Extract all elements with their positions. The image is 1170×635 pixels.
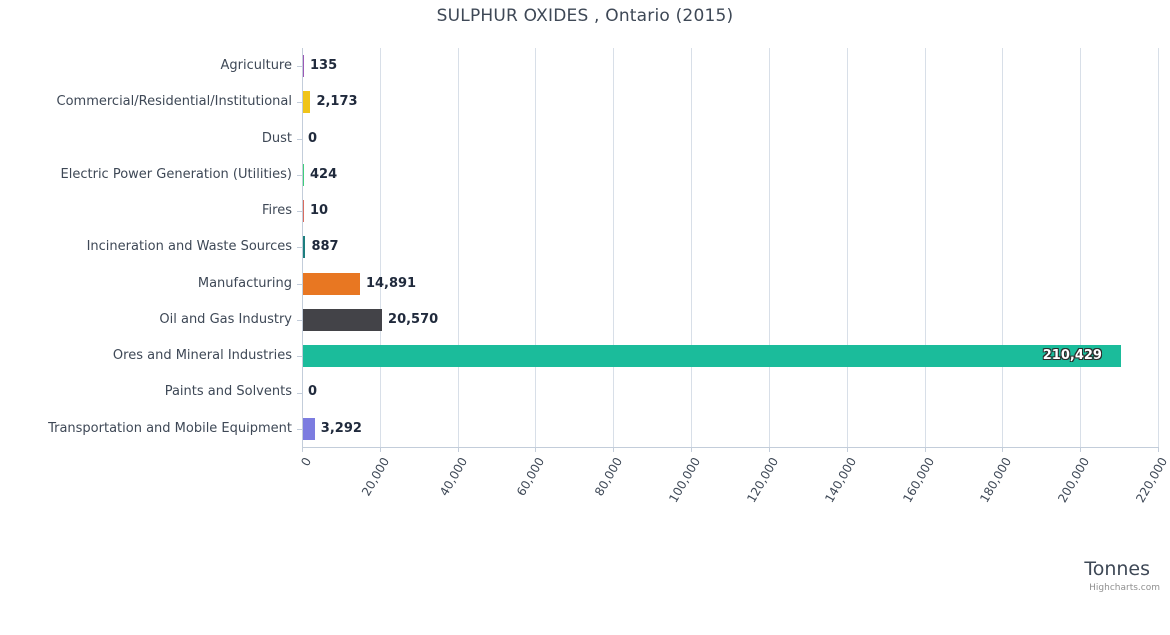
- x-axis-tick: [1002, 447, 1004, 452]
- highcharts-credit: Highcharts.com: [1089, 583, 1160, 593]
- x-axis-tick: [379, 447, 381, 452]
- category-label: Electric Power Generation (Utilities): [60, 166, 292, 182]
- bar[interactable]: [302, 272, 360, 295]
- category-label: Paints and Solvents: [164, 384, 292, 400]
- gridline: [1158, 48, 1159, 447]
- category-label: Incineration and Waste Sources: [86, 239, 292, 255]
- data-label: 14,891: [365, 275, 417, 291]
- chart-row: Fires 10: [262, 193, 1158, 229]
- plot-area: Agriculture 135 Commercial/Residential/Ins…: [48, 48, 1159, 447]
- y-axis-line: [302, 48, 303, 447]
- data-label: 20,570: [388, 311, 439, 327]
- data-label: 0: [308, 130, 318, 146]
- data-label: 887: [311, 239, 339, 255]
- chart-row: Agriculture 135: [221, 48, 1158, 84]
- bar[interactable]: [302, 91, 311, 114]
- chart-row: Manufacturing 14,891: [198, 266, 1158, 302]
- chart-row: Electric Power Generation (Utilities) 424: [61, 157, 1158, 193]
- x-axis-tick: [691, 447, 693, 452]
- gridline: [846, 48, 848, 447]
- category-label: Ores and Mineral Industries: [112, 348, 292, 364]
- category-tick: [297, 392, 302, 394]
- x-axis-tick: [1080, 447, 1082, 452]
- gridline: [924, 48, 926, 447]
- data-label: 424: [310, 166, 338, 182]
- x-axis-tick: [457, 447, 459, 452]
- chart-row: Paints and Solvents 0: [165, 374, 1158, 410]
- category-label: Manufacturing: [197, 275, 292, 291]
- category-tick: [297, 247, 302, 249]
- x-axis-tick: [846, 447, 848, 452]
- category-label: Transportation and Mobile Equipment: [48, 420, 292, 436]
- x-axis-tick: [1158, 447, 1159, 452]
- x-axis-tick: [924, 447, 926, 452]
- category-label: Dust: [261, 130, 292, 146]
- x-axis-tick: [613, 447, 615, 452]
- x-axis-tick: [768, 447, 770, 452]
- chart-row: Dust 0: [262, 121, 1158, 157]
- category-tick: [297, 138, 302, 140]
- category-tick: [297, 283, 302, 285]
- data-label: 210,429: [1042, 348, 1102, 364]
- data-label: 3,292: [320, 420, 362, 436]
- data-label: 10: [310, 203, 329, 219]
- x-axis-tick: [302, 447, 303, 452]
- data-label: 0: [308, 384, 318, 400]
- gridline: [613, 48, 615, 447]
- category-tick: [297, 174, 302, 176]
- x-axis-tick: [535, 447, 537, 452]
- category-label: Agriculture: [220, 58, 293, 73]
- category-label: Fires: [262, 203, 292, 219]
- bar[interactable]: [302, 345, 1121, 368]
- gridline: [1080, 48, 1082, 447]
- bar[interactable]: [302, 417, 315, 440]
- gridline: [379, 48, 381, 447]
- x-axis-line: [302, 447, 1159, 448]
- chart-row: Commercial/Residential/Institutional 2,17…: [57, 84, 1158, 120]
- x-axis-title: Tonnes: [1084, 558, 1150, 580]
- category-tick: [297, 320, 302, 322]
- chart-row: Incineration and Waste Sources 887: [87, 229, 1158, 265]
- chart-container: SULPHUR OXIDES , Ontario (2015) Agricult…: [48, 6, 1170, 593]
- category-tick: [297, 102, 302, 104]
- gridline: [457, 48, 459, 447]
- chart-row: Ores and Mineral Industries 210,429: [113, 338, 1158, 374]
- bar[interactable]: [302, 200, 304, 223]
- gridline: [1002, 48, 1004, 447]
- bar[interactable]: [302, 236, 306, 259]
- data-label: 2,173: [316, 94, 358, 110]
- chart-row: Oil and Gas Industry 20,570: [159, 302, 1158, 338]
- data-label: 135: [310, 58, 338, 73]
- category-tick: [297, 428, 302, 430]
- category-label: Commercial/Residential/Institutional: [56, 94, 293, 110]
- bar[interactable]: [302, 163, 304, 186]
- category-tick: [297, 66, 302, 68]
- gridline: [691, 48, 693, 447]
- gridline: [768, 48, 770, 447]
- bar[interactable]: [302, 308, 383, 331]
- chart-title: SULPHUR OXIDES , Ontario (2015): [436, 6, 734, 26]
- category-label: Oil and Gas Industry: [159, 311, 292, 327]
- category-tick: [297, 211, 302, 213]
- category-tick: [297, 356, 302, 358]
- gridline: [535, 48, 537, 447]
- bar[interactable]: [302, 55, 304, 77]
- chart-row: Transportation and Mobile Equipment 3,292: [48, 411, 1158, 447]
